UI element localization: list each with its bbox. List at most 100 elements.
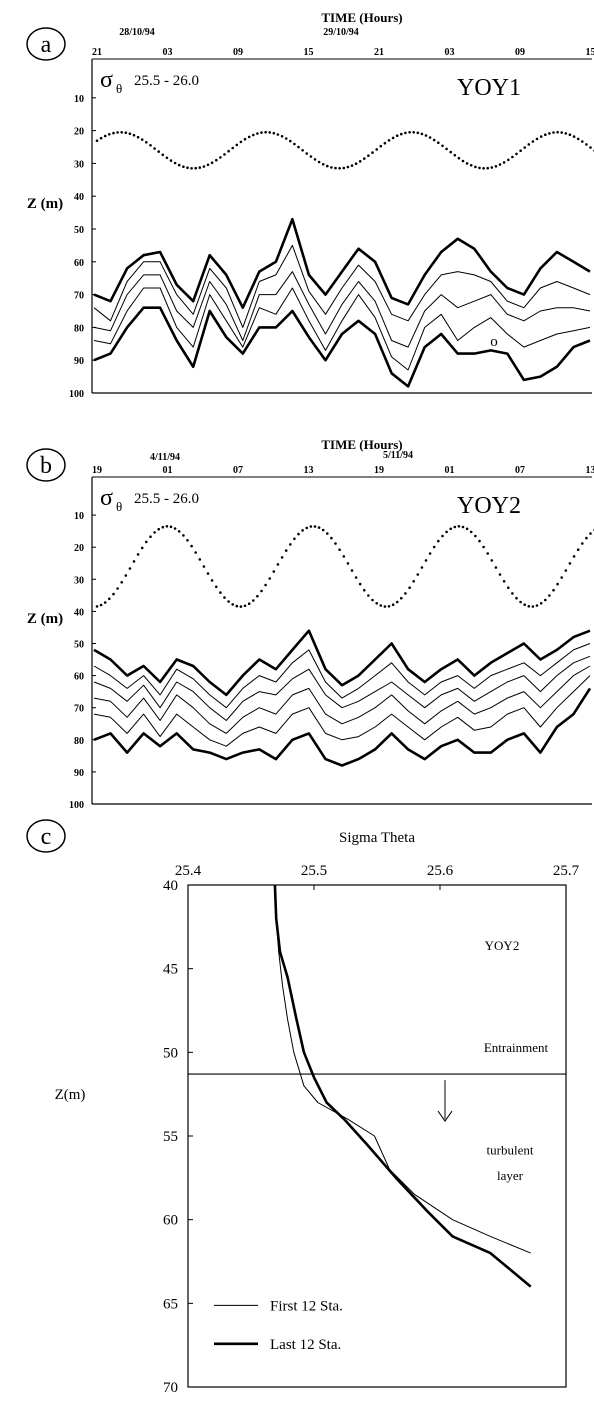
panel-a-tide-point — [116, 131, 119, 134]
panel-a-letter-circle — [26, 27, 66, 61]
panel-b-tide-point — [108, 597, 111, 601]
panel-a-y-tick-label: 20 — [74, 127, 84, 138]
panel-a-tide-point — [182, 165, 185, 168]
panel-a-tide-point — [515, 152, 518, 156]
panel-b-y-tick-label: 30 — [74, 575, 84, 586]
panel-b-tide-point — [198, 558, 202, 561]
panel-b-tide-point — [165, 525, 169, 528]
panel-a-tide-point — [177, 163, 181, 167]
panel-b-isopycnal-line — [93, 687, 592, 767]
panel-b-tide-point — [321, 528, 325, 532]
panel-a-sigma-subscript: θ — [116, 81, 122, 96]
panel-b-y-tick-label: 20 — [74, 543, 84, 554]
panel-a-tide-point — [346, 165, 350, 169]
panel-b-tide-point — [215, 585, 218, 589]
panel-c-series-line — [274, 884, 531, 1254]
panel-b-y-tick-label: 90 — [74, 768, 84, 779]
panel-b-tide-point — [432, 545, 436, 549]
panel-a-tide-point — [260, 131, 263, 134]
panel-b-tide-point — [474, 534, 477, 538]
panel-a-tide-point — [531, 140, 535, 143]
panel-a-x-tick-label: 15 — [304, 47, 314, 58]
panel-c-letter-circle — [26, 819, 66, 853]
panel-a-tide-point — [128, 132, 132, 135]
panel-b-tide-point — [358, 582, 362, 586]
panel-a-tide-point — [272, 131, 276, 135]
panel-a-tide-point — [124, 131, 128, 134]
panel-b-tide-point — [408, 586, 411, 589]
panel-b-isopycnal-line — [93, 675, 591, 747]
panel-b-isopycnal-line — [93, 643, 591, 709]
panel-a-tide-point — [445, 147, 448, 151]
panel-b-tide-point — [157, 527, 160, 531]
panel-b-tide-point — [153, 531, 156, 534]
panel-a-tide-point — [338, 167, 341, 170]
panel-b-tide-point — [334, 542, 337, 545]
panel-b-tide-point — [161, 525, 165, 529]
panel-b-tide-point — [544, 598, 547, 602]
panel-c-y-tick-label: 45 — [163, 962, 178, 978]
panel-a-isopycnal-line — [93, 306, 591, 388]
panel-b-tide-point — [531, 605, 535, 608]
panel-a-tide-point — [305, 152, 309, 155]
panel-b-tide-point — [453, 525, 457, 529]
panel-a-tide-point — [161, 153, 165, 157]
panel-b-tide-point — [268, 577, 272, 580]
panel-b-tide-point — [371, 598, 374, 602]
panel-b-tide-point — [169, 525, 173, 529]
panel-a-tide-point — [404, 131, 407, 135]
panel-a-tide-point — [461, 159, 465, 163]
panel-a-tide-point — [231, 146, 234, 150]
panel-b-tide-point — [412, 580, 416, 583]
panel-a-tide-point — [375, 148, 379, 151]
panel-a-tide-point — [400, 132, 403, 136]
panel-b-tide-point — [539, 602, 543, 605]
panel-a-tide-point — [412, 131, 416, 134]
panel-b-y-tick-label: 70 — [74, 704, 84, 715]
panel-b-station-label: YOY2 — [457, 493, 521, 519]
panel-a-tide-point — [243, 137, 247, 141]
panel-b-tide-point — [112, 592, 115, 596]
panel-a-tide-point — [556, 130, 559, 134]
panel-b-tide-point — [297, 532, 300, 536]
panel-b-tide-point — [326, 532, 329, 535]
panel-b-tide-point — [441, 534, 444, 538]
panel-a-tide-point — [239, 140, 243, 144]
panel-a-tide-point — [535, 137, 539, 141]
panel-c-y-tick-label: 50 — [163, 1045, 178, 1061]
panel-b-tide-point — [523, 603, 526, 606]
panel-a-tide-point — [210, 161, 214, 164]
panel-b-tide-point — [128, 567, 132, 570]
panel-b-tide-point — [116, 587, 119, 590]
panel-a-tide-point — [95, 139, 99, 142]
panel-c-x-tick-label: 25.5 — [301, 863, 327, 879]
panel-b-tide-point — [519, 600, 522, 604]
panel-b-tide-point — [256, 594, 259, 598]
panel-a-tide-point — [334, 166, 337, 170]
panel-b-tide-point — [124, 574, 128, 577]
panel-c-annotation-layer: layer — [497, 1168, 524, 1183]
panel-a-y-tick-label: 90 — [74, 356, 84, 367]
panel-a-y-tick-label: 70 — [74, 291, 84, 302]
panel-c-y-tick-label: 60 — [163, 1213, 178, 1229]
panel-a-tide-point — [190, 167, 193, 170]
panel-b-tide-point — [338, 548, 341, 551]
panel-b-tide-point — [136, 553, 140, 556]
panel-b-tide-point — [535, 604, 539, 607]
panel-b-x-tick-label: 07 — [233, 465, 243, 476]
panel-b-tide-point — [309, 525, 313, 528]
panel-b-x-tick-label: 01 — [163, 465, 173, 476]
panel-b-tide-point — [404, 592, 407, 595]
panel-a-tide-point — [153, 147, 156, 150]
panel-b-tide-point — [317, 526, 321, 529]
panel-b-tide-point — [239, 605, 243, 608]
panel-a-x-tick-label: 21 — [92, 47, 102, 58]
panel-a-tide-point — [99, 136, 103, 140]
panel-a-tide-point — [437, 141, 440, 144]
panel-b-tide-point — [346, 562, 350, 565]
panel-a-tide-point — [367, 154, 370, 157]
panel-a-tide-point — [383, 141, 387, 145]
panel-a-tide-point — [428, 136, 432, 139]
panel-b-tide-point — [400, 596, 403, 600]
panel-a-tide-point — [215, 158, 218, 162]
